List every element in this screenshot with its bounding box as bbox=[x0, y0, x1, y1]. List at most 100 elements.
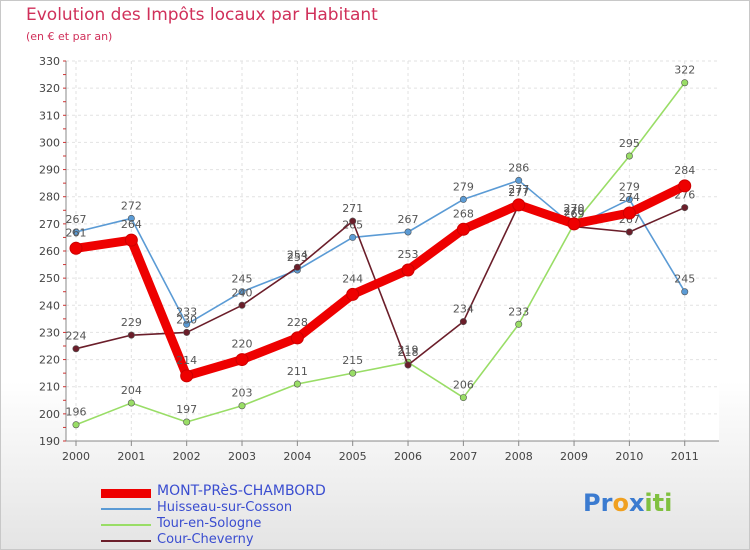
point-mont-pres-chambord-2009 bbox=[567, 217, 581, 231]
y-tick-label-220: 220 bbox=[39, 354, 60, 367]
legend-label-cour-cheverny: Cour-Cheverny bbox=[157, 532, 254, 547]
data-label-huisseau-sur-cosson-2002: 233 bbox=[176, 305, 197, 318]
data-label-huisseau-sur-cosson-2003: 245 bbox=[232, 273, 253, 286]
proxiti-logo: Proxiti bbox=[583, 489, 672, 517]
data-label-cour-cheverny-2004: 254 bbox=[287, 248, 308, 261]
point-cour-cheverny-2010 bbox=[625, 228, 633, 236]
data-label-tour-en-sologne-2008: 233 bbox=[508, 305, 529, 318]
legend-swatch-huisseau-sur-cosson bbox=[101, 508, 151, 510]
data-label-tour-en-sologne-2010: 295 bbox=[619, 137, 640, 150]
point-tour-en-sologne-2007 bbox=[459, 394, 467, 402]
point-cour-cheverny-2001 bbox=[127, 331, 135, 339]
point-mont-pres-chambord-2002 bbox=[180, 369, 194, 383]
x-tick-label-2008: 2008 bbox=[505, 450, 533, 463]
data-label-mont-pres-chambord-2010: 274 bbox=[619, 191, 640, 204]
point-mont-pres-chambord-2003 bbox=[235, 353, 249, 367]
point-tour-en-sologne-2008 bbox=[515, 320, 523, 328]
point-huisseau-sur-cosson-2002 bbox=[183, 320, 191, 328]
x-tick-label-2009: 2009 bbox=[560, 450, 588, 463]
data-label-mont-pres-chambord-2004: 228 bbox=[287, 316, 308, 329]
y-tick-label-230: 230 bbox=[39, 326, 60, 339]
logo-part-1: Pr bbox=[583, 489, 613, 517]
data-label-tour-en-sologne-2004: 211 bbox=[287, 365, 308, 378]
point-tour-en-sologne-2010 bbox=[625, 152, 633, 160]
data-label-mont-pres-chambord-2009: 270 bbox=[564, 202, 585, 215]
point-mont-pres-chambord-2004 bbox=[290, 331, 304, 345]
x-tick-label-2001: 2001 bbox=[117, 450, 145, 463]
data-label-tour-en-sologne-2011: 322 bbox=[674, 64, 695, 77]
legend-swatch-cour-cheverny bbox=[101, 540, 151, 542]
x-tick-label-2010: 2010 bbox=[615, 450, 643, 463]
point-mont-pres-chambord-2008 bbox=[512, 198, 526, 212]
point-mont-pres-chambord-2001 bbox=[124, 233, 138, 247]
point-tour-en-sologne-2000 bbox=[72, 421, 80, 429]
point-huisseau-sur-cosson-2001 bbox=[127, 214, 135, 222]
data-label-huisseau-sur-cosson-2005: 265 bbox=[342, 218, 363, 231]
y-tick-label-200: 200 bbox=[39, 408, 60, 421]
series-line-cour-cheverny bbox=[75, 204, 686, 366]
point-mont-pres-chambord-2005 bbox=[346, 287, 360, 301]
point-mont-pres-chambord-2011 bbox=[678, 179, 692, 193]
point-tour-en-sologne-2003 bbox=[238, 402, 246, 410]
y-tick-label-320: 320 bbox=[39, 82, 60, 95]
x-tick-label-2006: 2006 bbox=[394, 450, 422, 463]
data-label-cour-cheverny-2002: 230 bbox=[176, 313, 197, 326]
y-tick-label-330: 330 bbox=[39, 55, 60, 68]
data-label-tour-en-sologne-2000: 196 bbox=[66, 406, 87, 419]
data-label-mont-pres-chambord-2001: 264 bbox=[121, 218, 142, 231]
y-tick-label-300: 300 bbox=[39, 136, 60, 149]
point-tour-en-sologne-2001 bbox=[127, 399, 135, 407]
data-label-tour-en-sologne-2007: 206 bbox=[453, 379, 474, 392]
y-tick-label-260: 260 bbox=[39, 245, 60, 258]
y-tick-label-310: 310 bbox=[39, 109, 60, 122]
point-mont-pres-chambord-2006 bbox=[401, 263, 415, 277]
data-label-tour-en-sologne-2003: 203 bbox=[232, 387, 253, 400]
data-label-huisseau-sur-cosson-2008: 286 bbox=[508, 161, 529, 174]
legend-label-tour-en-sologne: Tour-en-Sologne bbox=[157, 516, 262, 531]
point-huisseau-sur-cosson-2006 bbox=[404, 228, 412, 236]
x-tick-label-2005: 2005 bbox=[339, 450, 367, 463]
data-label-huisseau-sur-cosson-2011: 245 bbox=[674, 273, 695, 286]
x-tick-label-2007: 2007 bbox=[449, 450, 477, 463]
series-line-tour-en-sologne bbox=[75, 81, 686, 426]
data-label-mont-pres-chambord-2002: 214 bbox=[176, 354, 197, 367]
point-tour-en-sologne-2002 bbox=[183, 418, 191, 426]
legend-swatch-tour-en-sologne bbox=[101, 524, 151, 526]
x-tick-label-2003: 2003 bbox=[228, 450, 256, 463]
series-line-mont-pres-chambord bbox=[71, 181, 690, 381]
data-label-huisseau-sur-cosson-2010: 279 bbox=[619, 180, 640, 193]
logo-part-3: x bbox=[628, 489, 645, 517]
y-tick-label-210: 210 bbox=[39, 381, 60, 394]
legend-label-huisseau-sur-cosson: Huisseau-sur-Cosson bbox=[157, 500, 293, 515]
y-tick-label-280: 280 bbox=[39, 191, 60, 204]
data-label-huisseau-sur-cosson-2004: 253 bbox=[287, 251, 308, 264]
data-label-cour-cheverny-2001: 229 bbox=[121, 316, 142, 329]
point-huisseau-sur-cosson-2010 bbox=[625, 195, 633, 203]
point-mont-pres-chambord-2007 bbox=[456, 222, 470, 236]
data-label-mont-pres-chambord-2007: 268 bbox=[453, 207, 474, 220]
data-label-tour-en-sologne-2009: 270 bbox=[564, 205, 585, 218]
data-label-tour-en-sologne-2001: 204 bbox=[121, 384, 142, 397]
logo-part-4: iti bbox=[644, 489, 673, 517]
data-label-cour-cheverny-2005: 271 bbox=[342, 202, 363, 215]
data-label-huisseau-sur-cosson-2007: 279 bbox=[453, 180, 474, 193]
x-tick-label-2000: 2000 bbox=[62, 450, 90, 463]
x-tick-label-2004: 2004 bbox=[283, 450, 311, 463]
y-tick-label-270: 270 bbox=[39, 218, 60, 231]
data-label-tour-en-sologne-2005: 215 bbox=[342, 354, 363, 367]
point-huisseau-sur-cosson-2005 bbox=[349, 233, 357, 241]
point-cour-cheverny-2002 bbox=[183, 328, 191, 336]
point-huisseau-sur-cosson-2008 bbox=[515, 176, 523, 184]
data-label-mont-pres-chambord-2006: 253 bbox=[398, 248, 419, 261]
data-label-cour-cheverny-2006: 218 bbox=[398, 346, 419, 359]
data-label-cour-cheverny-2000: 224 bbox=[66, 330, 87, 343]
data-label-mont-pres-chambord-2008: 277 bbox=[508, 183, 529, 196]
point-cour-cheverny-2003 bbox=[238, 301, 246, 309]
data-label-huisseau-sur-cosson-2006: 267 bbox=[398, 213, 419, 226]
data-label-huisseau-sur-cosson-2001: 272 bbox=[121, 199, 142, 212]
point-tour-en-sologne-2005 bbox=[349, 369, 357, 377]
data-label-mont-pres-chambord-2011: 284 bbox=[674, 164, 695, 177]
x-tick-label-2002: 2002 bbox=[173, 450, 201, 463]
